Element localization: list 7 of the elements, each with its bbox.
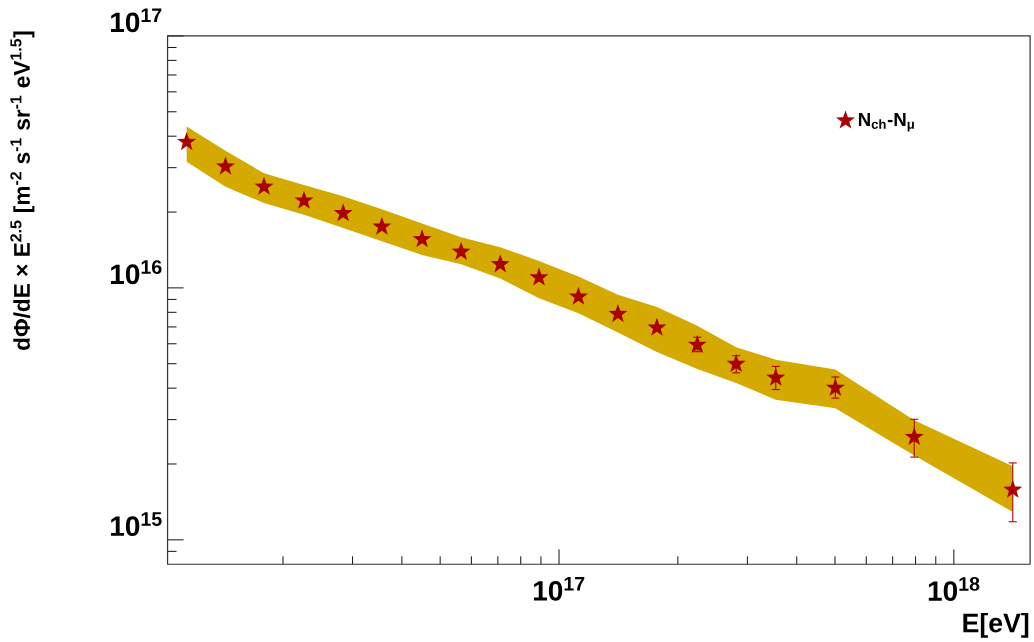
y-tick-label: 10$^{15}$ — [111, 512, 162, 537]
x-axis-title: E[eV] — [963, 612, 1029, 638]
x-tick-label: 10$^{18}$ — [928, 576, 980, 601]
legend-label: N$_{ch}$-N$_{μ}$ — [858, 113, 914, 132]
y-tick-label: 10$^{17}$ — [111, 8, 162, 33]
text: dΦ/dE × E$^{2.5}$ [m$^{-2}$ s$^{-1}$ sr$^{-1}$ eV$^{1.5}$] — [10, 31, 35, 350]
y-tick-label: 10$^{16}$ — [111, 260, 162, 285]
